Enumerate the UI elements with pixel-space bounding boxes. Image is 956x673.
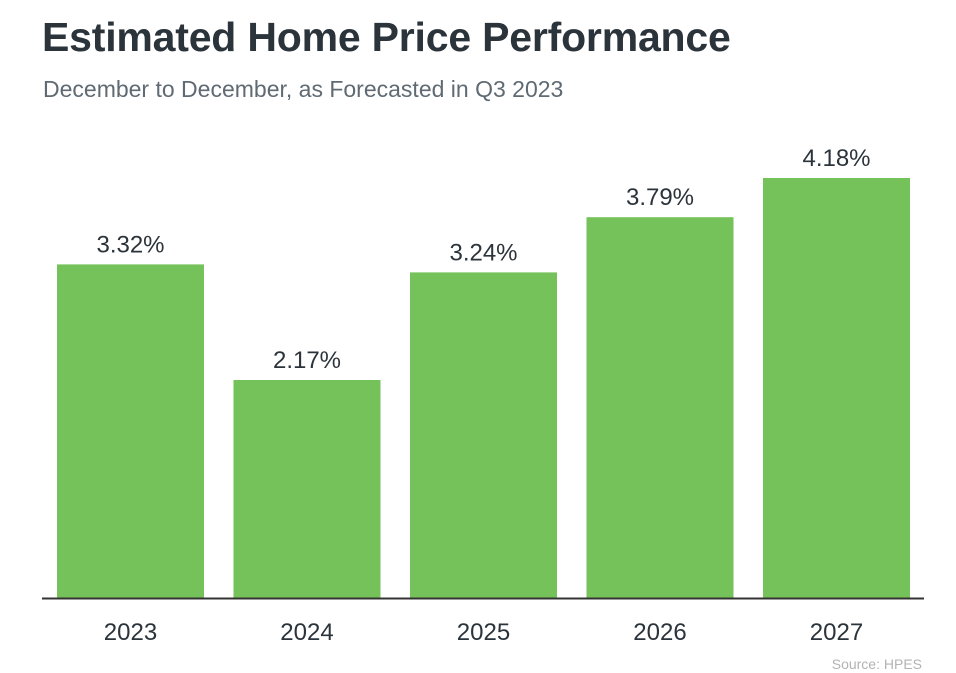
chart-subtitle: December to December, as Forecasted in Q… xyxy=(43,76,564,102)
data-label-2025: 3.24% xyxy=(449,239,517,266)
x-tick-label-2027: 2027 xyxy=(810,619,863,646)
x-tick-label-2025: 2025 xyxy=(457,619,510,646)
x-tick-label-2023: 2023 xyxy=(104,619,157,646)
data-label-2026: 3.79% xyxy=(626,184,694,211)
bar-2025 xyxy=(410,272,557,598)
source-note: Source: HPES xyxy=(831,656,922,672)
x-tick-label-2024: 2024 xyxy=(280,619,333,646)
chart-title: Estimated Home Price Performance xyxy=(42,14,731,60)
bar-2024 xyxy=(233,380,381,598)
data-label-2027: 4.18% xyxy=(802,145,870,172)
bar-2026 xyxy=(586,217,734,598)
data-label-2023: 3.32% xyxy=(96,231,164,258)
bar-2027 xyxy=(763,178,910,598)
bar-2023 xyxy=(57,264,204,598)
data-label-2024: 2.17% xyxy=(273,347,341,374)
x-tick-label-2026: 2026 xyxy=(633,619,686,646)
